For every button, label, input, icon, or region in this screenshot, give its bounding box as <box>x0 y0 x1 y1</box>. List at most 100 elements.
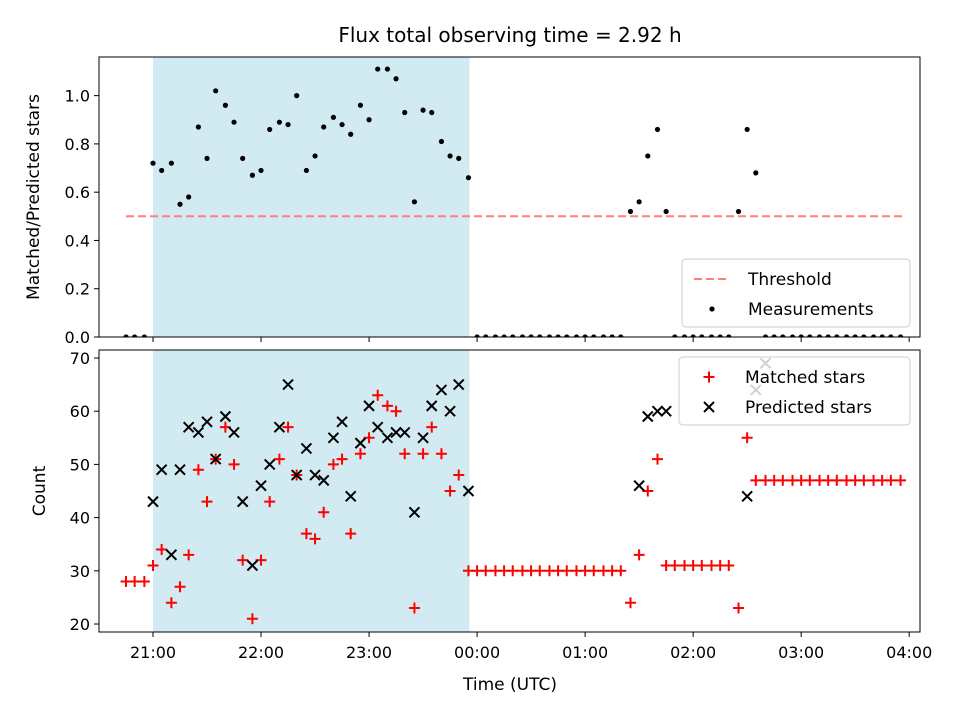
measurement-point <box>132 334 138 337</box>
matched-star-point <box>156 544 168 556</box>
measurement-point <box>249 172 255 178</box>
measurement-point <box>888 334 894 337</box>
measurement-point <box>438 138 445 145</box>
measurement-point <box>429 109 435 116</box>
matched-star-point <box>777 474 789 486</box>
measurement-point <box>384 66 391 72</box>
measurement-point <box>726 334 732 337</box>
measurement-point <box>483 334 489 337</box>
predicted-star-point <box>327 432 340 444</box>
measurement-point <box>492 334 499 337</box>
matched-star-point <box>129 575 141 587</box>
measurement-point <box>312 153 318 159</box>
y-tick-label: 50 <box>70 455 90 474</box>
measurement-point <box>762 334 769 337</box>
measurement-point <box>807 334 813 337</box>
matched-star-point <box>426 421 438 433</box>
x-axis-label: Time (UTC) <box>462 675 557 695</box>
predicted-star-point <box>408 506 421 518</box>
matched-star-point <box>165 597 177 609</box>
matched-star-point <box>219 421 231 433</box>
predicted-star-point <box>741 490 753 503</box>
panel-ratio: 0.0 0.2 0.4 0.6 0.8 1.0 Matched/Predicted star… <box>24 56 921 347</box>
measurement-point <box>330 114 337 120</box>
matched-star-point <box>183 549 195 561</box>
axes-frame <box>98 349 921 633</box>
predicted-star-point <box>263 458 276 471</box>
measurement-point <box>582 334 588 337</box>
measurement-point <box>177 201 183 207</box>
measurement-point <box>681 334 688 337</box>
matched-star-point <box>300 528 312 540</box>
x-tick-label: 02:00 <box>670 643 716 662</box>
predicted-star-point <box>399 426 411 439</box>
measurement-point <box>717 334 723 337</box>
matched-star-point <box>741 432 753 444</box>
legend: Threshold Measurements <box>681 258 911 328</box>
predicted-star-point <box>354 437 367 449</box>
matched-star-point <box>435 448 447 460</box>
matched-star-point <box>480 565 492 577</box>
measurement-point <box>564 334 570 337</box>
predicted-star-point <box>426 400 438 412</box>
predicted-star-point <box>147 495 159 508</box>
measurement-point <box>222 102 228 108</box>
matched-star-point <box>246 613 258 625</box>
predicted-star-point <box>209 453 222 465</box>
measurement-point <box>519 334 526 337</box>
y-tick-label: 30 <box>70 562 90 581</box>
measurement-point <box>645 153 651 159</box>
measurement-point <box>366 117 372 123</box>
y-tick-label: 70 <box>70 349 90 368</box>
y-tick-label: 60 <box>70 402 90 421</box>
predicted-star-point <box>300 442 313 455</box>
y-tick-label: 1.0 <box>65 87 90 106</box>
matched-star-point <box>345 528 357 540</box>
measurement-point <box>411 199 418 205</box>
measurement-point <box>627 208 634 215</box>
legend-measurement-swatch <box>709 306 715 312</box>
legend-matched-swatch <box>703 371 715 383</box>
measurement-point <box>195 124 201 130</box>
matched-star-point <box>561 565 573 577</box>
measurement-point <box>267 126 273 133</box>
measurement-point <box>780 334 786 337</box>
matched-star-point <box>264 496 276 508</box>
matched-star-point <box>885 474 897 486</box>
y-tick-label: 40 <box>70 509 90 528</box>
matched-star-point <box>390 405 402 417</box>
matched-star-point <box>228 458 240 470</box>
measurement-point <box>618 334 624 337</box>
matched-star-point <box>327 458 339 470</box>
measurement-point <box>861 334 867 337</box>
measurement-point <box>420 107 426 113</box>
matched-star-point <box>633 549 645 561</box>
matched-star-point <box>750 474 762 486</box>
predicted-star-point <box>633 479 645 492</box>
predicted-star-point <box>381 432 394 444</box>
measurement-point <box>159 167 165 174</box>
observing-window-shade <box>153 57 470 337</box>
measurement-point <box>258 167 264 174</box>
matched-star-point <box>192 464 204 476</box>
predicted-star-point <box>155 464 168 476</box>
measurement-point <box>348 131 354 137</box>
predicted-star-point <box>273 421 286 433</box>
legend-threshold-label: Threshold <box>747 270 832 290</box>
matched-star-point <box>624 597 636 609</box>
x-tick-label: 23:00 <box>346 643 392 662</box>
measurement-point <box>798 334 804 337</box>
predicted-star-point <box>182 421 195 433</box>
predicted-star-point <box>642 410 654 423</box>
matched-star-point <box>696 559 708 571</box>
measurement-point <box>123 334 129 337</box>
matched-star-point <box>273 453 285 465</box>
matched-star-point <box>201 496 213 508</box>
measurement-point <box>231 119 237 125</box>
predicted-star-point <box>309 469 321 481</box>
measurement-point <box>465 175 472 181</box>
y-tick-label: 0.8 <box>65 135 90 154</box>
measurement-point <box>744 126 750 133</box>
predicted-star-point <box>165 549 178 561</box>
y-tick-label: 0.2 <box>65 280 90 299</box>
